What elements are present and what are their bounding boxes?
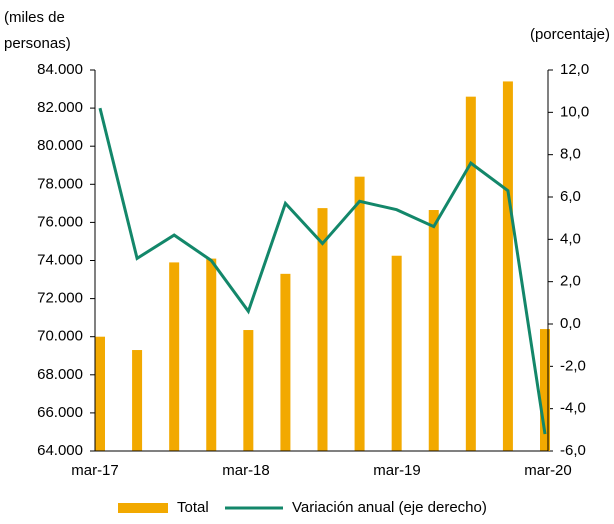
x-tick-label: mar-20: [524, 462, 572, 479]
y-tick-label: 76.000: [37, 213, 83, 230]
y-tick-label: 82.000: [37, 99, 83, 116]
y-tick-label: 68.000: [37, 366, 83, 383]
bar: [317, 208, 328, 451]
y-tick-label: 64.000: [37, 442, 83, 459]
legend-label: Total: [177, 499, 209, 516]
bar: [502, 81, 513, 452]
bar: [95, 336, 105, 451]
bar: [243, 330, 254, 451]
bar: [280, 273, 291, 451]
y2-tick-label: 12,0: [560, 61, 589, 78]
y2-tick-label: 4,0: [560, 230, 581, 247]
y2-tick-label: -4,0: [560, 400, 586, 417]
x-tick-label: mar-18: [222, 462, 270, 479]
x-tick-label: mar-17: [71, 462, 119, 479]
y-tick-label: 66.000: [37, 404, 83, 421]
bar: [132, 350, 143, 451]
y2-tick-label: 8,0: [560, 146, 581, 163]
y-tick-label: 84.000: [37, 61, 83, 78]
y-tick-label: 72.000: [37, 290, 83, 307]
bar: [354, 176, 365, 451]
y-tick-label: 78.000: [37, 175, 83, 192]
x-tick-label: mar-19: [373, 462, 421, 479]
y2-tick-label: 10,0: [560, 103, 589, 120]
bar: [169, 262, 180, 451]
y-tick-label: 70.000: [37, 328, 83, 345]
y-tick-label: 74.000: [37, 251, 83, 268]
y2-tick-label: 2,0: [560, 273, 581, 290]
y2-axis-label: (porcentaje): [530, 26, 610, 43]
bar: [206, 258, 217, 451]
y2-tick-label: -2,0: [560, 357, 586, 374]
y-axis-label: (miles de: [4, 9, 65, 26]
legend-label: Variación anual (eje derecho): [292, 499, 487, 516]
bar: [465, 96, 476, 452]
y-axis-label: personas): [4, 35, 71, 52]
bar: [391, 255, 402, 451]
legend-swatch: [118, 503, 168, 513]
bar: [540, 329, 550, 451]
y2-tick-label: 0,0: [560, 315, 581, 332]
y-tick-label: 80.000: [37, 137, 83, 154]
bar: [428, 210, 439, 451]
y2-tick-label: 6,0: [560, 188, 581, 205]
y2-tick-label: -6,0: [560, 442, 586, 459]
line: [98, 107, 547, 435]
